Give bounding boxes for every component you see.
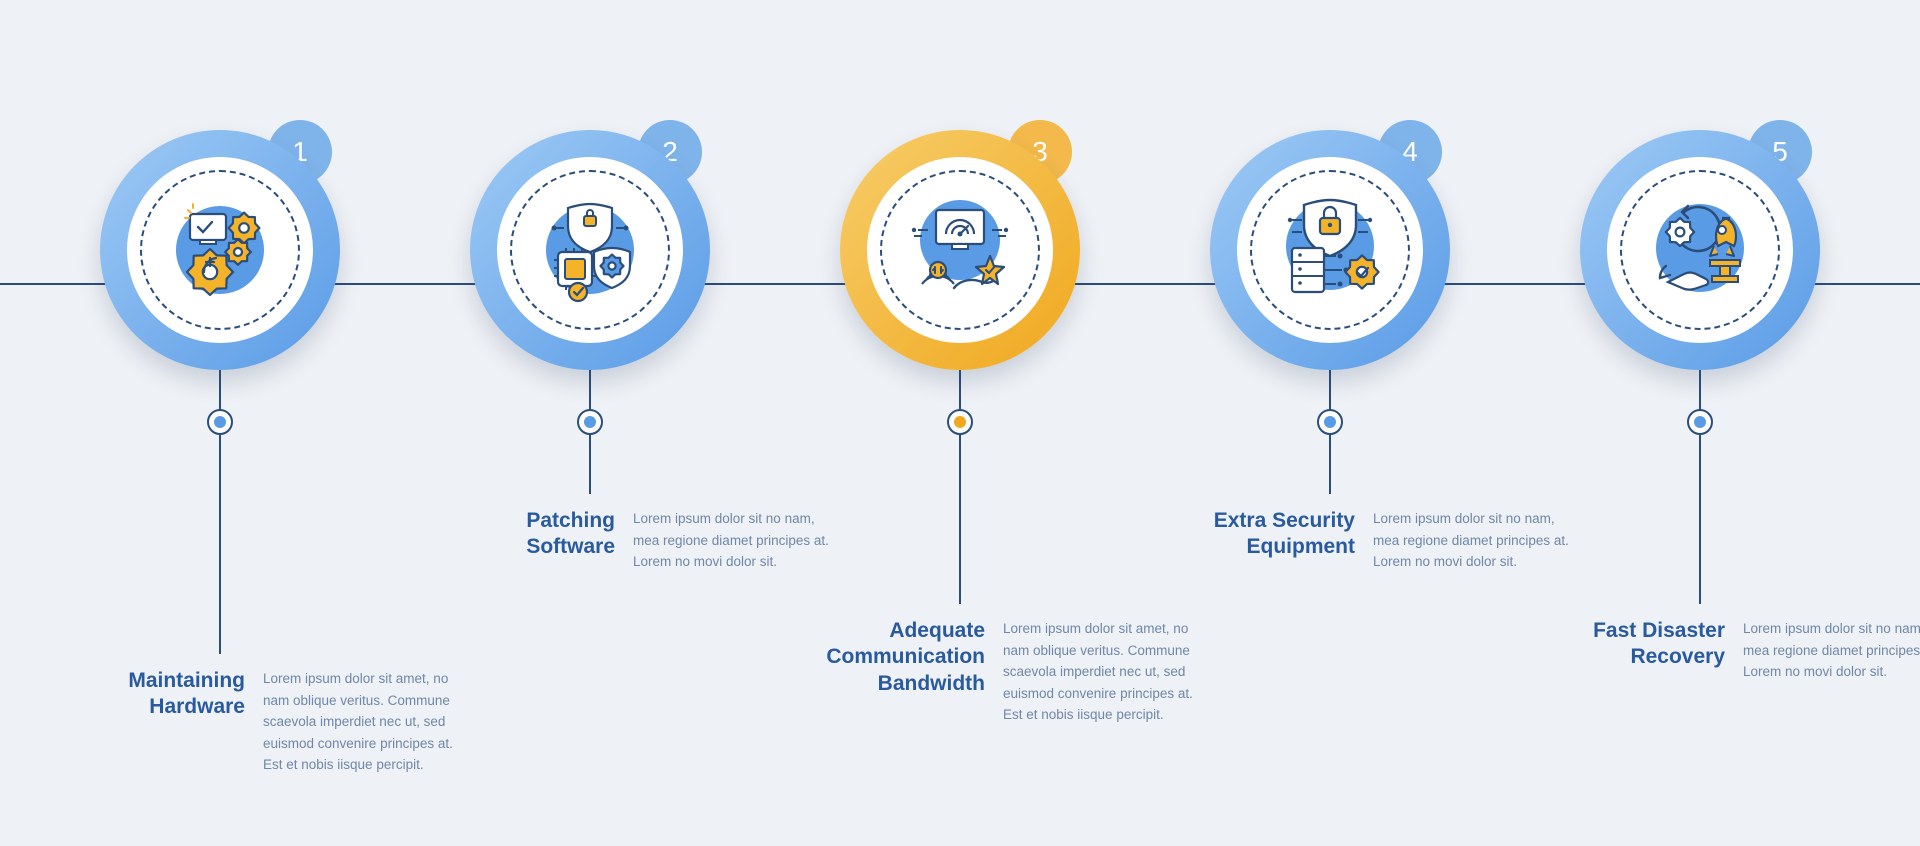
step-2: 2Patching SoftwareLorem ipsum dolor sit … <box>440 130 740 776</box>
connector-dot <box>1317 409 1343 435</box>
connector-line <box>219 434 221 654</box>
step-description: Lorem ipsum dolor sit amet, no nam obliq… <box>263 668 463 776</box>
connector-dot <box>947 409 973 435</box>
step-text: Adequate Communication BandwidthLorem ip… <box>825 618 1203 726</box>
step-title: Patching Software <box>455 508 615 561</box>
step-text: Extra Security Equipment Lorem ipsum dolo… <box>1195 508 1573 573</box>
step-description: Lorem ipsum dolor sit no nam, mea region… <box>1743 618 1920 683</box>
step-5: 5Fast Disaster RecoveryLorem ipsum dolor… <box>1550 130 1850 776</box>
step-title: Adequate Communication Bandwidth <box>825 618 985 697</box>
connector-line <box>1699 370 1701 410</box>
security-icon <box>1270 190 1390 310</box>
step-circle <box>1580 130 1820 370</box>
step-3: 3Adequate Communication BandwidthLorem i… <box>810 130 1110 776</box>
connector-line <box>1699 434 1701 604</box>
step-text: Maintaining Hardware Lorem ipsum dolor si… <box>85 668 463 776</box>
step-description: Lorem ipsum dolor sit amet, no nam obliq… <box>1003 618 1203 726</box>
connector-line <box>1329 434 1331 494</box>
step-title: Extra Security Equipment <box>1195 508 1355 561</box>
step-circle <box>470 130 710 370</box>
connector-line <box>1329 370 1331 410</box>
connector-line <box>219 370 221 410</box>
connector-dot <box>207 409 233 435</box>
step-1: 1Maintaining HardwareLorem ipsum dolor s… <box>70 130 370 776</box>
connector-line <box>589 370 591 410</box>
hardware-icon <box>160 190 280 310</box>
software-icon <box>530 190 650 310</box>
bandwidth-icon <box>900 190 1020 310</box>
connector-dot <box>1687 409 1713 435</box>
connector-line <box>589 434 591 494</box>
step-title: Fast Disaster Recovery <box>1565 618 1725 671</box>
connector-line <box>959 434 961 604</box>
connector-dot <box>577 409 603 435</box>
recovery-icon <box>1640 190 1760 310</box>
step-4: 4Extra Security EquipmentLorem ipsum dol… <box>1180 130 1480 776</box>
step-circle <box>100 130 340 370</box>
connector-line <box>959 370 961 410</box>
step-text: Patching Software Lorem ipsum dolor sit n… <box>455 508 833 573</box>
step-circle <box>840 130 1080 370</box>
step-description: Lorem ipsum dolor sit no nam, mea region… <box>1373 508 1573 573</box>
steps-row: 1Maintaining HardwareLorem ipsum dolor s… <box>0 130 1920 776</box>
step-circle <box>1210 130 1450 370</box>
step-text: Fast Disaster Recovery Lorem ipsum dolor … <box>1565 618 1920 683</box>
step-title: Maintaining Hardware <box>85 668 245 721</box>
step-description: Lorem ipsum dolor sit no nam, mea region… <box>633 508 833 573</box>
